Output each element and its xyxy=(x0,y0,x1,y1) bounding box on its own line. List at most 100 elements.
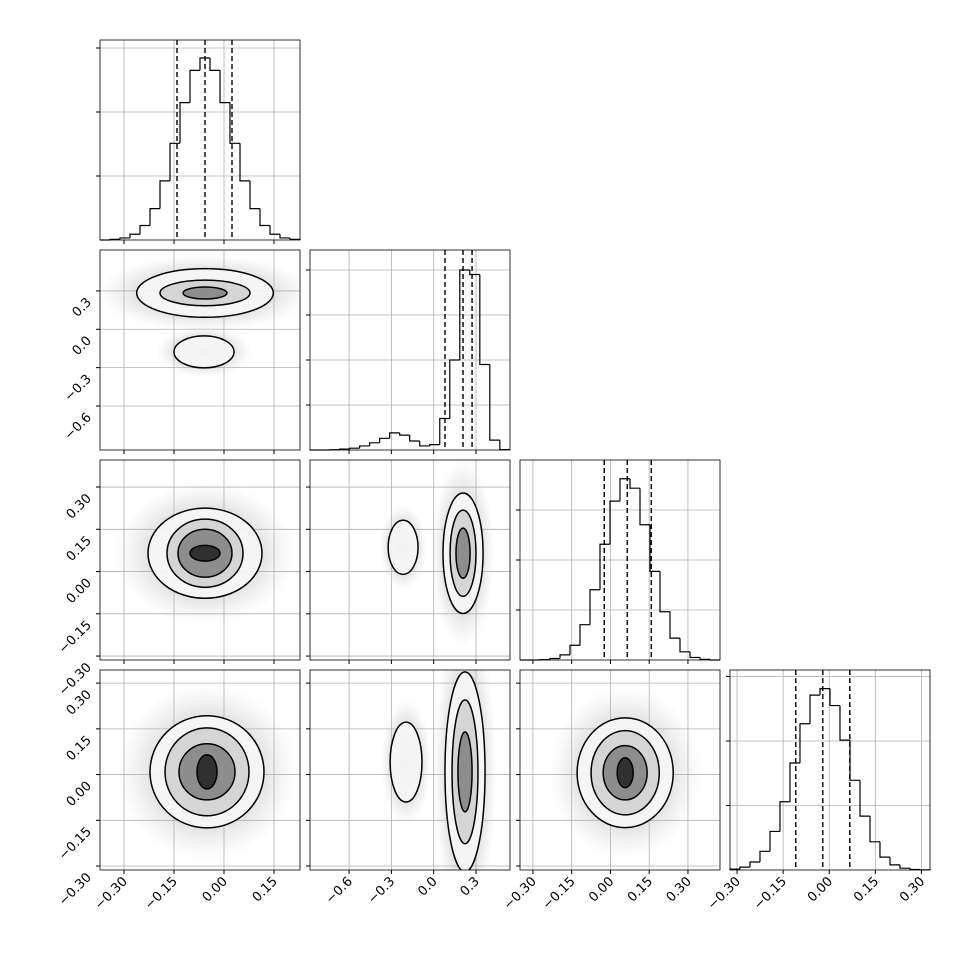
histogram-bin xyxy=(249,180,260,210)
histogram-bin xyxy=(619,478,630,502)
histogram-bin xyxy=(259,208,270,227)
x-tick-label: 0.00 xyxy=(586,874,617,905)
histogram-bin xyxy=(459,269,470,360)
axes-frame xyxy=(519,459,721,661)
y-tick-label: −0.15 xyxy=(56,618,95,657)
histogram-bin xyxy=(599,543,610,590)
histogram-bin xyxy=(119,237,130,240)
histogram-bin xyxy=(699,657,710,660)
y-tick-label: 0.15 xyxy=(64,534,95,565)
histogram-bin xyxy=(499,440,511,451)
x-tick-label: −0.6 xyxy=(323,874,356,907)
histogram-bin xyxy=(359,445,370,449)
histogram-bin xyxy=(419,440,430,447)
x-tick-label: 0.15 xyxy=(851,874,882,905)
x-tick-label: −0.3 xyxy=(365,874,398,907)
y-tick-label: 0.3 xyxy=(70,295,95,320)
histogram-bin xyxy=(579,624,590,646)
contour-level xyxy=(616,757,634,789)
axes-frame xyxy=(309,669,511,871)
contour-panel xyxy=(379,460,496,650)
y-tick-label: −0.3 xyxy=(62,372,95,405)
histogram-bin xyxy=(189,69,200,103)
contour-level xyxy=(182,286,228,300)
contour-level xyxy=(389,721,423,803)
histogram-bin xyxy=(239,143,250,182)
y-tick-label: −0.15 xyxy=(56,825,95,864)
x-tick-label: −0.30 xyxy=(92,874,131,913)
histogram-bin xyxy=(199,57,210,71)
histogram-bin xyxy=(569,644,580,655)
x-tick-label: 0.30 xyxy=(897,874,928,905)
histogram-bin xyxy=(379,437,390,443)
contour-level xyxy=(189,544,221,562)
histogram-bin xyxy=(209,57,220,71)
y-tick-label: 0.00 xyxy=(64,779,95,810)
x-tick-label: 0.00 xyxy=(805,874,836,905)
histogram-bin xyxy=(139,224,150,235)
histogram-bin xyxy=(159,180,170,209)
axes-frame xyxy=(99,249,301,451)
axes-frame xyxy=(519,669,721,871)
y-tick-label: 0.00 xyxy=(64,576,95,607)
histogram-bin xyxy=(429,443,440,446)
histogram-bin xyxy=(559,654,570,659)
histogram-bin xyxy=(759,850,770,862)
histogram-bin xyxy=(669,611,680,639)
contour-panel xyxy=(113,481,297,626)
histogram-bin xyxy=(179,101,190,144)
x-tick-label: 0.15 xyxy=(250,874,281,905)
histogram-bin xyxy=(879,841,890,858)
contour-level xyxy=(196,754,218,790)
histogram-bin xyxy=(679,638,690,653)
histogram-bin xyxy=(489,364,500,441)
axes-frame xyxy=(99,459,301,661)
x-tick-label: −0.15 xyxy=(142,874,181,913)
x-tick-label: 0.0 xyxy=(415,874,440,899)
histogram-bin xyxy=(639,488,650,526)
contour-level xyxy=(455,527,471,580)
histogram-bin xyxy=(819,688,830,696)
histogram-bin xyxy=(809,694,820,724)
histogram-bin xyxy=(279,234,290,239)
contour-level xyxy=(387,519,419,576)
histogram-bin xyxy=(839,705,850,741)
x-tick-label: 0.15 xyxy=(625,874,656,905)
x-tick-label: −0.15 xyxy=(751,874,790,913)
histogram-bin xyxy=(789,762,800,802)
histogram-bin xyxy=(469,269,480,276)
histogram-bin xyxy=(659,571,670,613)
histogram-bin xyxy=(129,233,140,238)
histogram-bin xyxy=(889,857,900,866)
histogram-bin xyxy=(229,102,240,144)
contour-panel xyxy=(380,670,498,870)
x-tick-label: −0.30 xyxy=(705,874,744,913)
histogram-bin xyxy=(629,478,640,489)
histogram-bin xyxy=(479,274,490,366)
axes-frame xyxy=(729,669,931,871)
histogram-bin xyxy=(369,442,380,446)
histogram-bin xyxy=(899,864,910,869)
x-tick-label: 0.3 xyxy=(458,874,483,899)
histogram-bin xyxy=(749,861,760,868)
histogram-bin xyxy=(219,70,230,104)
histogram-bin xyxy=(909,868,920,871)
histogram-bin xyxy=(779,801,790,832)
histogram-bin xyxy=(859,780,870,817)
y-tick-label: 0.0 xyxy=(70,334,95,359)
histogram-bin xyxy=(739,866,750,870)
histogram-bin xyxy=(609,500,620,545)
histogram-bin xyxy=(849,740,860,781)
axes-frame xyxy=(99,39,301,241)
x-tick-label: 0.30 xyxy=(664,874,695,905)
histogram-bin xyxy=(449,359,460,419)
histogram-bin xyxy=(349,447,360,450)
histogram-bin xyxy=(339,448,350,450)
histogram-bin xyxy=(389,432,400,439)
axes-frame xyxy=(309,459,511,661)
histogram-bin xyxy=(409,435,420,442)
histogram-bin xyxy=(869,816,880,843)
histogram-bin xyxy=(169,142,180,181)
contour-level xyxy=(173,335,235,369)
